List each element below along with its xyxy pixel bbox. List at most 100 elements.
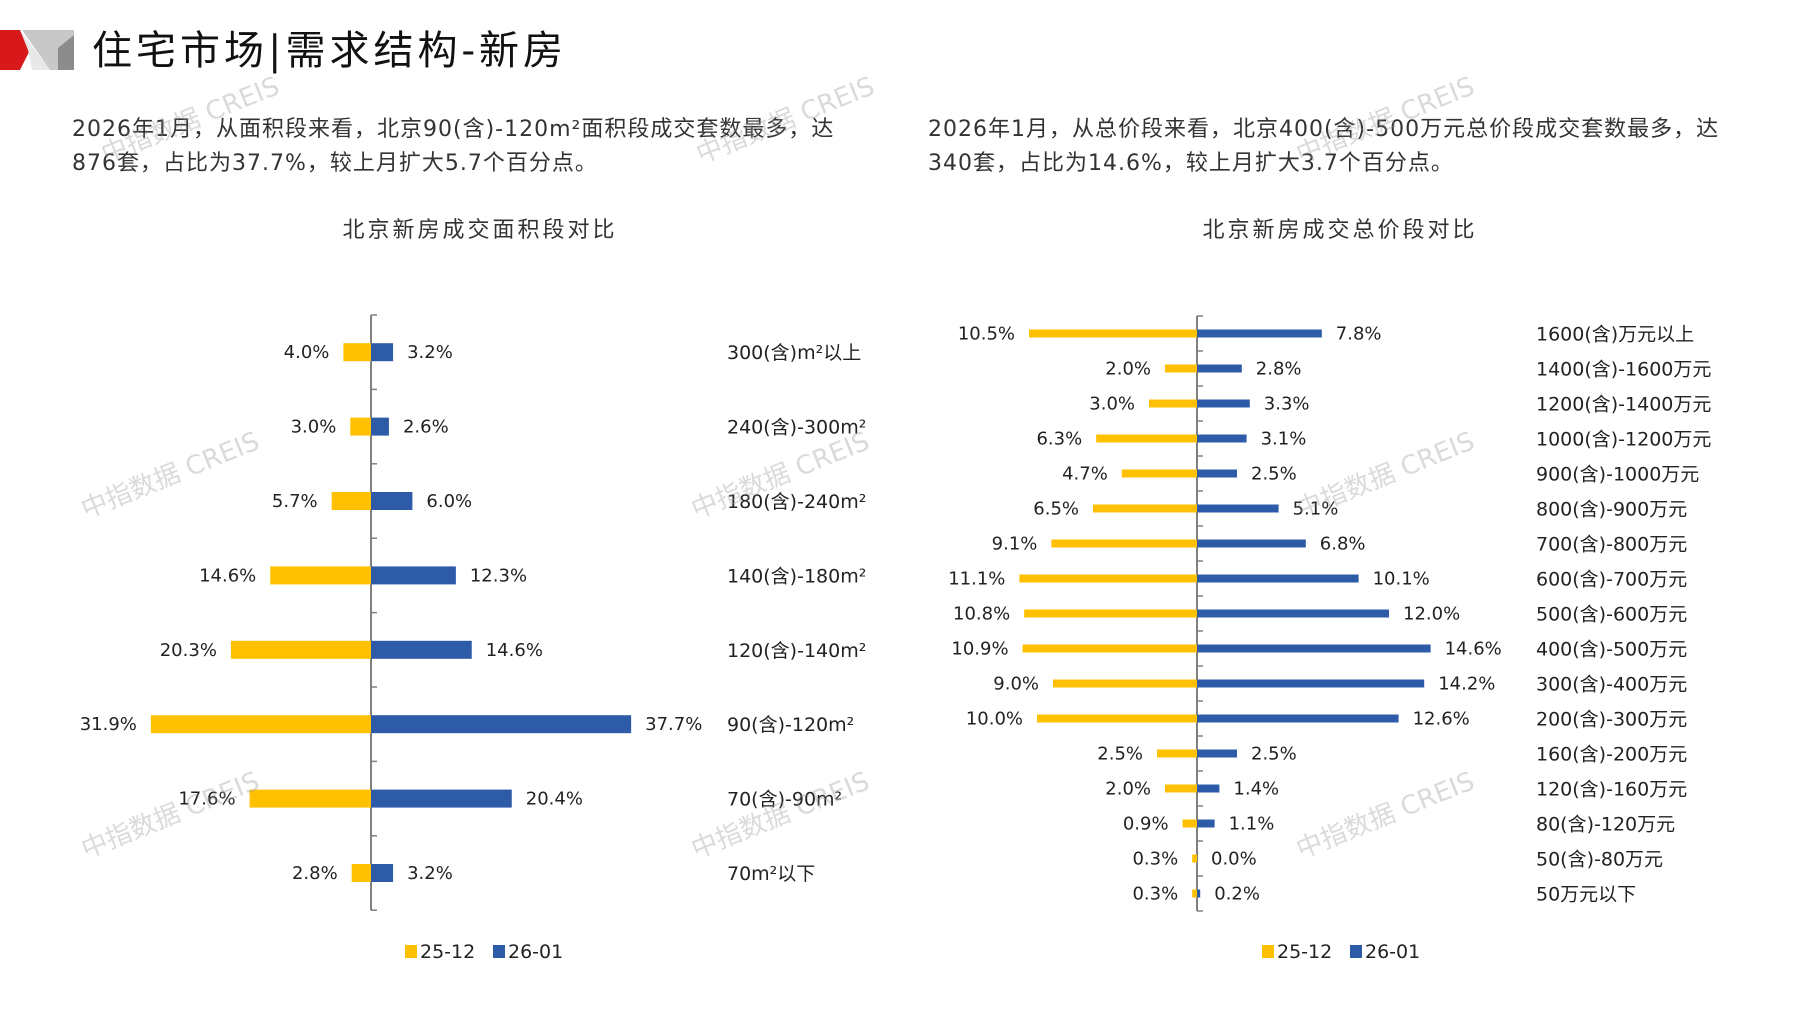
data-label-25-12: 2.0% — [1105, 779, 1151, 800]
data-label-25-12: 20.3% — [160, 640, 217, 661]
category-label: 50万元以下 — [1536, 884, 1636, 906]
bar-26-01 — [1197, 469, 1237, 478]
legend-swatch-25-12 — [405, 945, 417, 958]
category-label: 1600(含)万元以上 — [1536, 324, 1694, 346]
data-label-26-01: 1.4% — [1233, 779, 1279, 800]
data-label-25-12: 3.0% — [1089, 394, 1135, 415]
bar-26-01 — [1197, 644, 1431, 653]
bar-26-01 — [1197, 574, 1359, 583]
data-label-26-01: 20.4% — [526, 789, 583, 810]
category-label: 180(含)-240m² — [727, 491, 866, 513]
data-label-26-01: 12.0% — [1403, 604, 1460, 625]
bar-26-01 — [371, 566, 456, 585]
data-label-25-12: 0.3% — [1132, 849, 1178, 870]
data-label-26-01: 3.1% — [1261, 429, 1307, 450]
data-label-25-12: 10.8% — [953, 604, 1010, 625]
price-description: 2026年1月，从总价段来看，北京400(含)-500万元总价段成交套数最多，达… — [928, 117, 1720, 176]
bar-25-12 — [1157, 749, 1197, 758]
category-label: 300(含)m²以上 — [727, 342, 861, 364]
data-label-26-01: 2.5% — [1251, 744, 1297, 765]
bar-25-12 — [230, 640, 371, 659]
bar-25-12 — [350, 417, 371, 436]
bar-26-01 — [371, 343, 394, 362]
legend-swatch-26-01 — [1350, 945, 1362, 958]
data-label-25-12: 6.3% — [1036, 429, 1082, 450]
data-label-26-01: 37.7% — [645, 714, 702, 735]
bar-26-01 — [1197, 539, 1306, 548]
page-title: 住宅市场|需求结构-新房 — [92, 28, 567, 74]
category-label: 500(含)-600万元 — [1536, 604, 1687, 626]
data-label-26-01: 14.2% — [1438, 674, 1495, 695]
bar-26-01 — [1197, 749, 1237, 758]
brand-logo-icon — [0, 30, 74, 70]
category-label: 800(含)-900万元 — [1536, 499, 1687, 521]
data-label-26-01: 12.3% — [470, 565, 527, 586]
data-label-26-01: 3.3% — [1264, 394, 1310, 415]
data-label-25-12: 10.5% — [958, 324, 1015, 345]
category-label: 600(含)-700万元 — [1536, 569, 1687, 591]
bar-25-12 — [343, 343, 371, 362]
area-description: 2026年1月，从面积段来看，北京90(含)-120m²面积段成交套数最多，达8… — [72, 117, 835, 176]
bar-25-12 — [351, 864, 371, 882]
bar-25-12 — [1022, 644, 1197, 653]
bar-26-01 — [1197, 784, 1220, 793]
legend-label-26-01: 26-01 — [508, 941, 563, 963]
bar-25-12 — [1096, 434, 1197, 443]
data-label-25-12: 2.8% — [292, 863, 338, 884]
bar-25-12 — [1192, 854, 1197, 863]
bar-26-01 — [1197, 714, 1399, 723]
data-label-25-12: 11.1% — [948, 569, 1005, 590]
data-label-26-01: 2.6% — [403, 417, 449, 438]
data-label-26-01: 6.0% — [426, 491, 472, 512]
bar-26-01 — [1197, 609, 1389, 618]
bar-26-01 — [371, 492, 413, 510]
price-chart-title: 北京新房成交总价段对比 — [1202, 218, 1478, 243]
data-label-26-01: 2.5% — [1251, 464, 1297, 485]
data-label-26-01: 12.6% — [1413, 709, 1470, 730]
bar-25-12 — [270, 566, 371, 585]
category-label: 200(含)-300万元 — [1536, 709, 1687, 731]
data-label-25-12: 9.1% — [992, 534, 1038, 555]
bar-26-01 — [371, 789, 512, 808]
legend-label-25-12: 25-12 — [420, 941, 475, 963]
data-label-26-01: 6.8% — [1320, 534, 1366, 555]
data-label-26-01: 3.2% — [407, 863, 453, 884]
bar-25-12 — [1051, 539, 1197, 548]
data-label-26-01: 3.2% — [407, 342, 453, 363]
bar-26-01 — [1197, 679, 1425, 688]
category-label: 1400(含)-1600万元 — [1536, 359, 1711, 381]
data-label-26-01: 5.1% — [1293, 499, 1339, 520]
category-label: 90(含)-120m² — [727, 714, 854, 736]
category-label: 120(含)-140m² — [727, 640, 866, 662]
data-label-25-12: 9.0% — [993, 674, 1039, 695]
category-label: 1200(含)-1400万元 — [1536, 394, 1711, 416]
data-label-25-12: 10.9% — [951, 639, 1008, 660]
data-label-25-12: 5.7% — [272, 491, 318, 512]
category-label: 140(含)-180m² — [727, 565, 866, 587]
bar-25-12 — [1093, 504, 1197, 513]
bar-25-12 — [1053, 679, 1197, 688]
bar-26-01 — [371, 715, 632, 734]
legend-label-26-01: 26-01 — [1365, 941, 1420, 963]
data-label-25-12: 0.3% — [1132, 884, 1178, 905]
bar-26-01 — [1197, 889, 1201, 898]
bar-25-12 — [331, 492, 371, 510]
category-label: 300(含)-400万元 — [1536, 674, 1687, 696]
data-label-25-12: 0.9% — [1123, 814, 1169, 835]
area-chart-title: 北京新房成交面积段对比 — [342, 218, 618, 243]
legend-swatch-26-01 — [493, 945, 505, 958]
data-label-25-12: 2.0% — [1105, 359, 1151, 380]
bar-26-01 — [1197, 329, 1322, 338]
data-label-25-12: 4.7% — [1062, 464, 1108, 485]
category-label: 80(含)-120万元 — [1536, 814, 1675, 836]
bar-26-01 — [1197, 399, 1250, 408]
data-label-26-01: 14.6% — [1445, 639, 1502, 660]
bar-25-12 — [1024, 609, 1197, 618]
bar-25-12 — [1165, 784, 1197, 793]
data-label-26-01: 14.6% — [486, 640, 543, 661]
category-label: 900(含)-1000万元 — [1536, 464, 1699, 486]
data-label-26-01: 0.0% — [1211, 849, 1257, 870]
category-label: 160(含)-200万元 — [1536, 744, 1687, 766]
bar-25-12 — [1192, 889, 1197, 898]
